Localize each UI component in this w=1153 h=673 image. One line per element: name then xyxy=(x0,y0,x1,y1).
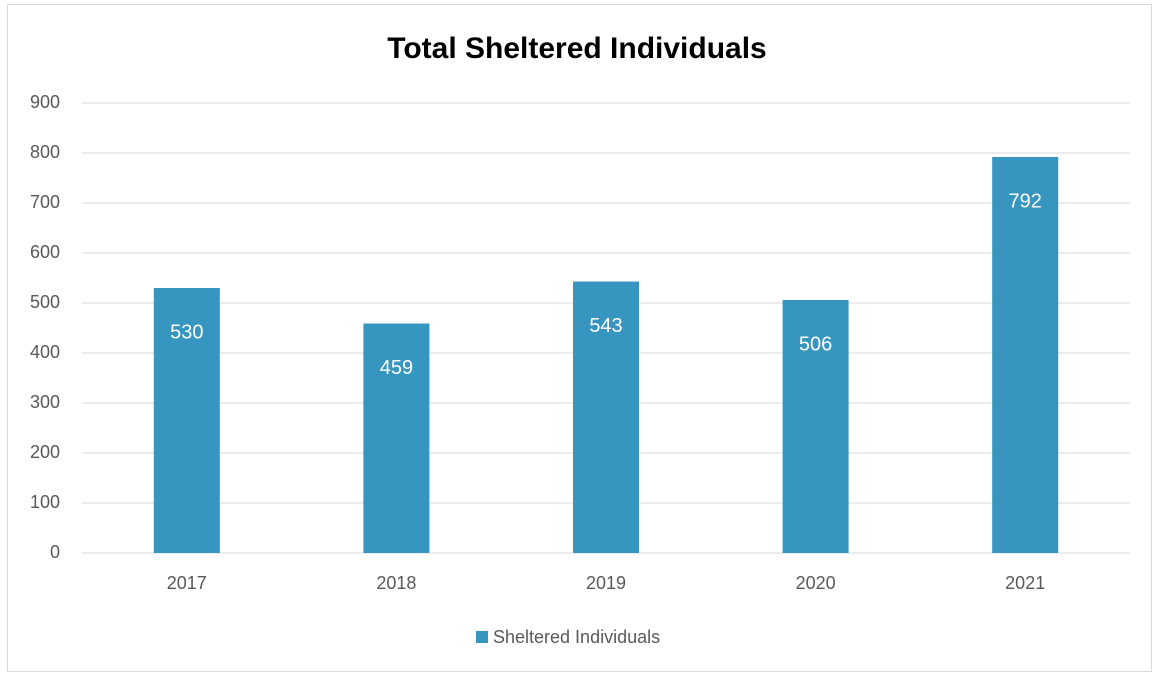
bar xyxy=(573,281,639,553)
y-tick-label: 200 xyxy=(30,442,60,462)
y-tick-label: 400 xyxy=(30,342,60,362)
legend-label: Sheltered Individuals xyxy=(493,627,660,647)
bar xyxy=(782,300,849,553)
x-tick-label: 2020 xyxy=(796,573,836,593)
y-tick-label: 900 xyxy=(30,92,60,112)
data-label: 459 xyxy=(380,357,413,379)
data-label: 506 xyxy=(799,333,832,355)
bar xyxy=(992,157,1059,553)
data-label: 792 xyxy=(1009,190,1042,212)
y-tick-label: 0 xyxy=(50,542,60,562)
y-tick-label: 800 xyxy=(30,142,60,162)
legend-swatch xyxy=(476,631,488,643)
x-tick-label: 2017 xyxy=(167,573,207,593)
y-tick-label: 100 xyxy=(30,492,60,512)
y-tick-label: 700 xyxy=(30,192,60,212)
x-tick-label: 2019 xyxy=(586,573,626,593)
x-tick-label: 2018 xyxy=(376,573,416,593)
x-tick-label: 2021 xyxy=(1005,573,1045,593)
data-label: 543 xyxy=(589,315,622,337)
y-tick-label: 500 xyxy=(30,292,60,312)
chart-title: Total Sheltered Individuals xyxy=(387,32,767,65)
y-tick-label: 300 xyxy=(30,392,60,412)
y-tick-label: 600 xyxy=(30,242,60,262)
data-label: 530 xyxy=(170,321,203,343)
bar xyxy=(363,323,430,553)
bar xyxy=(153,288,220,553)
